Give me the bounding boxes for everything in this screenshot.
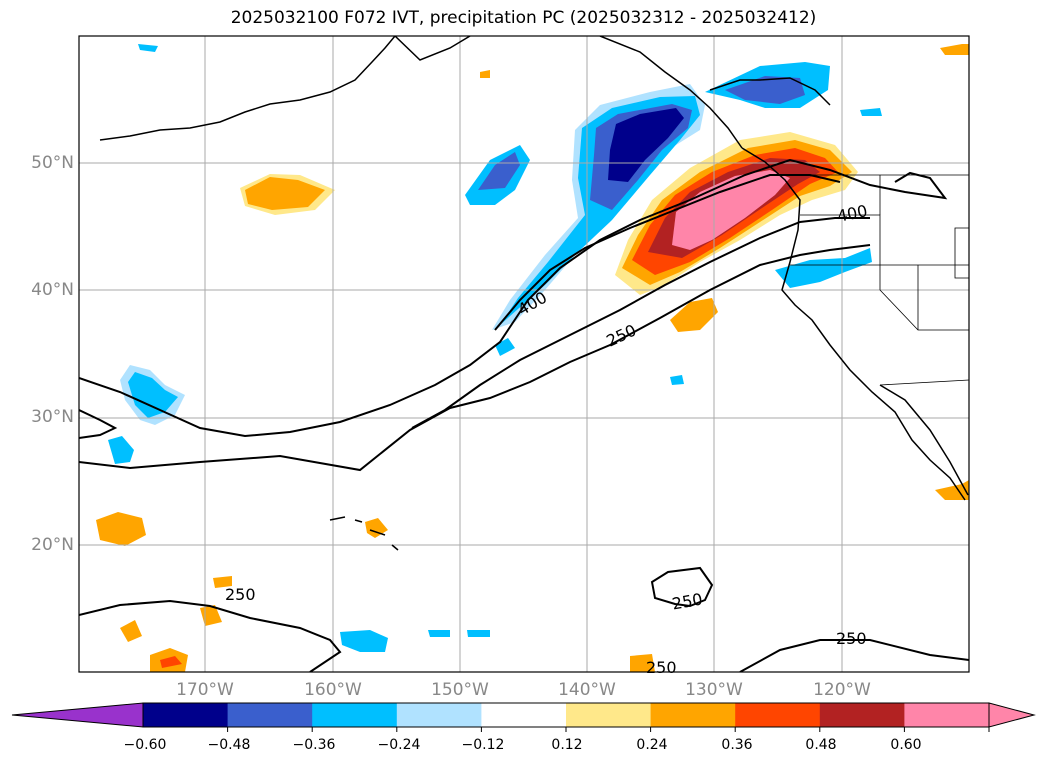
colorbar-cell (904, 703, 990, 727)
state-borders (790, 174, 969, 386)
lon-label-130w: 130°W (685, 680, 743, 700)
colorbar-tick-label: 0.24 (636, 737, 668, 753)
ivt-250-southwest (79, 599, 342, 672)
colorbar-cell (735, 703, 821, 727)
neg-region-l (495, 338, 515, 356)
coastlines (99, 36, 969, 551)
pos-region-h (120, 620, 142, 642)
bc-coast (709, 77, 831, 106)
colorbar-tick-label: −0.24 (377, 737, 421, 753)
colorbar-cell (481, 703, 567, 727)
colorbar-extend-min (11, 702, 144, 728)
pos-region-m (940, 44, 969, 55)
pos-region-e-core (160, 656, 182, 668)
neg-region-m (670, 375, 684, 385)
map-frame (78, 35, 970, 673)
pos-region-j (630, 654, 655, 672)
colorbar-tick-label: 0.60 (890, 737, 922, 753)
colorbar-cell (566, 703, 652, 727)
pos-region-l (480, 70, 490, 78)
lat-label-30n: 30°N (31, 407, 74, 427)
lat-label-20n: 20°N (31, 535, 74, 555)
pos-region-f (365, 518, 388, 538)
lon-label-120w: 120°W (813, 680, 871, 700)
pos-region-max (672, 170, 790, 250)
baja-coast (879, 384, 969, 496)
colorbar-cell (396, 703, 482, 727)
ivt-250-main-south (79, 244, 871, 472)
alaska-peninsula (394, 36, 471, 61)
pos-region-b-core (245, 177, 325, 210)
neg-region-j (428, 630, 450, 637)
colorbar-tick-label: −0.48 (207, 737, 251, 753)
colorbar-cell (312, 703, 398, 727)
neg-region-g (775, 248, 872, 288)
ivt-250-west-a (79, 409, 118, 439)
contour-label-250-b: 250 (225, 585, 256, 604)
lat-label-40n: 40°N (31, 280, 74, 300)
hawaii-islands (329, 516, 399, 551)
neg-region-b-mid (725, 76, 805, 104)
contour-label-250-e: 250 (646, 658, 677, 677)
neg-region-h (138, 44, 158, 52)
colorbar-tick-label: −0.60 (123, 737, 167, 753)
colorbar (11, 702, 1036, 732)
neg-region-e (108, 436, 134, 464)
alaska-coast (99, 36, 396, 141)
neg-region-f (340, 630, 388, 652)
ivt-250-southeast (739, 639, 969, 672)
lat-label-50n: 50°N (31, 153, 74, 173)
colorbar-tick-label: −0.12 (461, 737, 505, 753)
colorbar-cell (650, 703, 736, 727)
lon-label-140w: 140°W (558, 680, 616, 700)
pos-region-d (96, 512, 146, 546)
colorbar-cell (819, 703, 905, 727)
neg-region-i (860, 108, 882, 116)
colorbar-tick-label: −0.36 (292, 737, 336, 753)
graticule (79, 36, 969, 672)
ivt-400-north (494, 174, 841, 331)
map-title: 2025032100 F072 IVT, precipitation PC (2… (230, 8, 817, 28)
neg-region-d-inner (128, 372, 178, 418)
ivt-250-main-north (79, 158, 948, 438)
precip-fill-layer (96, 44, 969, 672)
colorbar-cell (227, 703, 313, 727)
ivt-250-closed (650, 566, 714, 608)
neg-region-k (467, 630, 490, 637)
pnw-coast (741, 147, 966, 501)
pos-region-i (213, 576, 232, 588)
lon-label-160w: 160°W (304, 680, 362, 700)
colorbar-tick-label: 0.36 (721, 737, 753, 753)
pos-region-k (935, 480, 969, 500)
lon-label-150w: 150°W (431, 680, 489, 700)
ivt-contours (79, 158, 969, 672)
colorbar-tick-label: 0.12 (551, 737, 583, 753)
lon-label-170w: 170°W (176, 680, 234, 700)
ivt-400-south (411, 217, 870, 429)
colorbar-tick-label: 0.48 (805, 737, 837, 753)
neg-region-c-mid (478, 152, 520, 190)
pos-region-c (670, 298, 718, 332)
contour-label-250-d: 250 (836, 629, 867, 648)
alaska-panhandle (599, 36, 743, 149)
colorbar-extend-max (988, 702, 1036, 728)
colorbar-cell (143, 703, 229, 727)
